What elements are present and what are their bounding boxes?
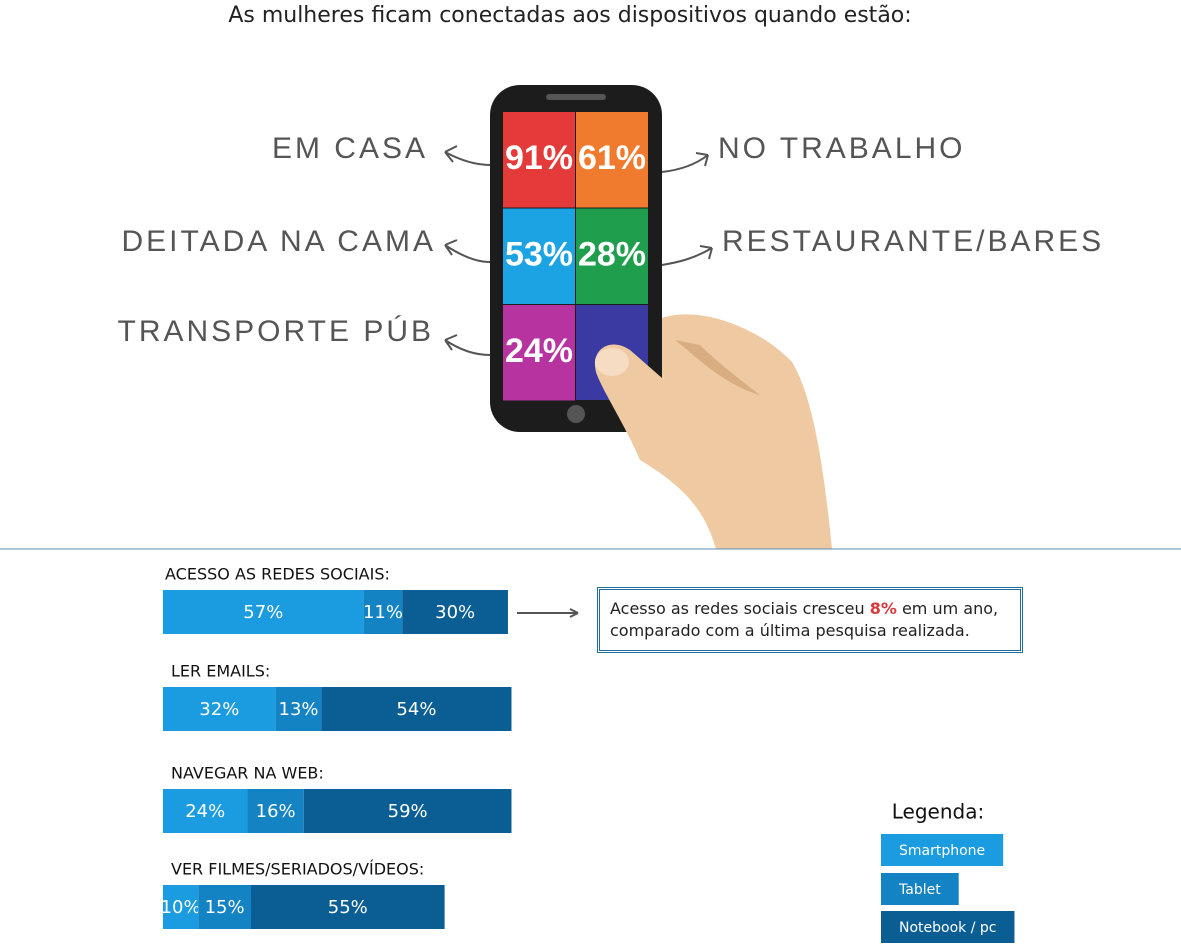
bar-segment [163, 789, 248, 833]
speaker [546, 94, 606, 100]
category-label: TRANSPORTE PÚB [118, 315, 435, 348]
bar-segment [402, 590, 508, 634]
tile [576, 112, 648, 208]
segment-label: 16% [256, 801, 296, 822]
category-label: EM CASA [272, 132, 428, 165]
bar-segment [163, 687, 276, 731]
segment-label: 59% [388, 801, 428, 822]
bar-category: VER FILMES/SERIADOS/VÍDEOS: [171, 860, 424, 879]
bar-category: LER EMAILS: [171, 662, 270, 681]
legend-swatch [881, 834, 1004, 866]
tile-value: 61% [578, 139, 646, 177]
bar-segment [163, 885, 199, 929]
legend-label: Tablet [898, 882, 941, 898]
category-label: RESTAURANTE/BARES [722, 225, 1104, 258]
tile-value: 28% [578, 235, 646, 273]
legend-swatch [881, 873, 959, 905]
legend-label: Smartphone [899, 843, 985, 859]
tile [503, 112, 575, 208]
bar-segment [363, 590, 403, 634]
bar-segment [247, 789, 304, 833]
home-button [567, 405, 585, 423]
arrows [444, 145, 713, 618]
segment-label: 55% [328, 897, 368, 918]
annotation-highlight: 8% [869, 599, 897, 618]
bar-category: NAVEGAR NA WEB: [171, 764, 324, 783]
tile-value: 53% [505, 235, 573, 273]
bar-segment [275, 687, 322, 731]
segment-label: 15% [205, 897, 245, 918]
bar-segment [163, 590, 364, 634]
segment-label: 10% [161, 897, 201, 918]
tile [576, 208, 648, 304]
hand [594, 314, 832, 549]
bar-segment [321, 687, 512, 731]
segment-label: 32% [199, 699, 239, 720]
hand-shadow [675, 340, 760, 395]
segment-label: 13% [279, 699, 319, 720]
bar-segment [251, 885, 445, 929]
tile [503, 208, 575, 304]
legend-title: Legenda: [892, 800, 984, 824]
tile-value: 24% [505, 332, 573, 370]
tile [503, 305, 575, 401]
segment-label: 30% [435, 602, 475, 623]
category-label: DEITADA NA CAMA [121, 225, 436, 258]
annotation-text: Acesso as redes sociais cresceu [610, 599, 865, 618]
segment-label: 11% [363, 602, 403, 623]
category-label: NO TRABALHO [718, 132, 966, 165]
bar-segment [198, 885, 251, 929]
segment-label: 24% [185, 801, 225, 822]
legend-label: Notebook / pc [899, 920, 996, 936]
legend-swatch [881, 911, 1015, 943]
thumbnail [595, 348, 629, 376]
bar-segment [303, 789, 512, 833]
segment-label: 54% [396, 699, 436, 720]
tile-value: 91% [505, 139, 573, 177]
segment-label: 57% [243, 602, 283, 623]
bar-category: ACESSO AS REDES SOCIAIS: [165, 565, 390, 584]
annotation: Acesso as redes sociais cresceu 8% em um… [597, 587, 1023, 653]
chart-title: As mulheres ficam conectadas aos disposi… [228, 3, 911, 28]
annotation-text: em um ano, comparado com a última pesqui… [610, 599, 999, 640]
